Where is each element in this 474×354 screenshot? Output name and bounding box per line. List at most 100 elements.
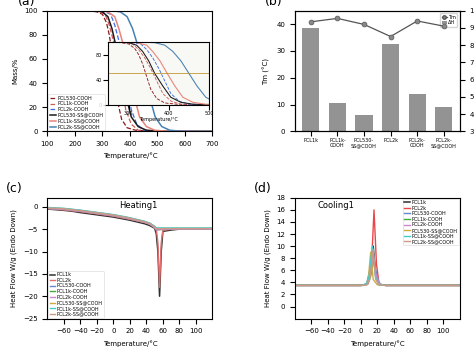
PCL2k bbox=[157, 285, 163, 290]
PCL1k-COOH bbox=[110, 39, 116, 43]
PCL530-SS@COOH bbox=[154, 226, 159, 230]
PCL2k-SS@COOH bbox=[210, 129, 215, 133]
PCL1k bbox=[428, 283, 434, 287]
PCL2k bbox=[144, 221, 149, 225]
PCL530-COOH bbox=[115, 99, 120, 103]
PCL530-COOH bbox=[106, 33, 112, 37]
PCL1k-SS@COOH bbox=[155, 226, 161, 230]
PCL2k-SS@COOH bbox=[94, 211, 100, 215]
PCL1k-SS@COOH bbox=[94, 210, 100, 215]
PCL2k-SS@COOH bbox=[391, 283, 397, 287]
PCL1k-SS@COOH bbox=[210, 129, 215, 133]
PCL1k-COOH bbox=[457, 283, 463, 287]
PCL2k bbox=[197, 227, 203, 231]
PCL530-SS@COOH bbox=[155, 226, 161, 230]
PCL1k-COOH bbox=[341, 283, 347, 287]
PCL2k-COOH bbox=[176, 227, 182, 231]
PCL2k bbox=[154, 227, 159, 231]
PCL2k-SS@COOH bbox=[179, 129, 185, 133]
PCL2k bbox=[45, 206, 50, 211]
PCL2k-SS@COOH bbox=[146, 93, 152, 97]
PCL530-COOH bbox=[358, 283, 364, 287]
PCL1k-COOH bbox=[128, 122, 134, 126]
PCL2k-SS@COOH bbox=[440, 283, 446, 287]
PCL1k-COOH bbox=[69, 208, 75, 212]
PCL530-SS@COOH bbox=[370, 277, 376, 281]
PCL2k-SS@COOH bbox=[341, 283, 347, 287]
PCL1k-SS@COOH bbox=[157, 226, 163, 230]
PCL2k bbox=[155, 240, 161, 245]
PCL2k bbox=[94, 212, 100, 216]
PCL530-COOH bbox=[309, 283, 314, 287]
PCL2k-SS@COOH bbox=[176, 227, 182, 231]
Line: PCL530-COOH: PCL530-COOH bbox=[295, 252, 460, 285]
PCL2k-COOH bbox=[116, 39, 122, 43]
PCL2k-SS@COOH bbox=[197, 227, 203, 231]
PCL2k bbox=[201, 227, 207, 231]
PCL2k-SS@COOH bbox=[78, 209, 83, 213]
PCL530-SS@COOH bbox=[109, 27, 115, 31]
PCL2k-SS@COOH bbox=[210, 227, 215, 231]
PCL1k bbox=[309, 283, 314, 287]
PCL1k bbox=[168, 228, 174, 232]
PCL530-COOH bbox=[147, 222, 153, 226]
Y-axis label: Tm (°C): Tm (°C) bbox=[264, 57, 271, 85]
PCL2k bbox=[210, 227, 215, 231]
PCL1k bbox=[383, 283, 388, 287]
Line: PCL2k-COOH: PCL2k-COOH bbox=[295, 255, 460, 285]
PCL1k bbox=[358, 283, 364, 287]
PCL530-SS@COOH bbox=[157, 226, 163, 230]
PCL2k bbox=[148, 223, 154, 227]
PCL530-COOH bbox=[100, 12, 105, 16]
PCL2k-SS@COOH bbox=[157, 227, 163, 231]
PCL2k bbox=[365, 281, 371, 286]
Line: PCL2k: PCL2k bbox=[47, 209, 212, 287]
Line: PCL2k: PCL2k bbox=[295, 210, 460, 285]
PCL530-COOH bbox=[383, 283, 388, 287]
PCL1k-COOH bbox=[383, 283, 388, 287]
PCL530-SS@COOH bbox=[127, 216, 133, 220]
PCL1k bbox=[362, 282, 368, 287]
PCL1k-COOH bbox=[142, 220, 147, 224]
PCL1k-COOH bbox=[373, 274, 379, 279]
PCL1k-SS@COOH bbox=[116, 27, 122, 31]
PCL1k-SS@COOH bbox=[154, 226, 159, 230]
PCL530-COOH bbox=[45, 206, 50, 210]
PCL2k bbox=[193, 227, 199, 231]
PCL2k-SS@COOH bbox=[367, 277, 373, 281]
PCL530-COOH bbox=[341, 283, 347, 287]
PCL530-SS@COOH bbox=[144, 128, 149, 132]
PCL1k-SS@COOH bbox=[341, 283, 347, 287]
PCL530-COOH bbox=[104, 21, 109, 25]
PCL1k bbox=[292, 283, 298, 287]
PCL1k bbox=[158, 249, 164, 253]
PCL1k bbox=[142, 222, 147, 226]
PCL530-SS@COOH bbox=[147, 221, 153, 225]
PCL2k-SS@COOH bbox=[356, 283, 362, 287]
PCL530-SS@COOH bbox=[428, 283, 434, 287]
PCL1k-COOH bbox=[135, 128, 141, 132]
PCL2k bbox=[341, 283, 347, 287]
PCL2k-COOH bbox=[124, 84, 130, 88]
PCL1k-SS@COOH bbox=[360, 283, 366, 287]
PCL2k-SS@COOH bbox=[118, 10, 123, 14]
PCL1k-SS@COOH bbox=[210, 226, 215, 230]
PCL1k-SS@COOH bbox=[383, 283, 388, 287]
PCL1k-COOH bbox=[78, 209, 83, 213]
PCL2k-COOH bbox=[110, 213, 116, 218]
PCL530-COOH bbox=[160, 227, 166, 231]
PCL1k-SS@COOH bbox=[373, 275, 379, 280]
PCL530-SS@COOH bbox=[152, 224, 157, 229]
PCL1k bbox=[160, 229, 166, 234]
PCL1k bbox=[457, 283, 463, 287]
PCL2k-COOH bbox=[379, 282, 384, 287]
PCL2k-SS@COOH bbox=[376, 282, 382, 287]
PCL530-COOH bbox=[127, 216, 133, 221]
PCL2k-COOH bbox=[78, 209, 83, 213]
PCL2k-COOH bbox=[45, 206, 50, 211]
PCL2k-COOH bbox=[440, 283, 446, 287]
PCL1k-COOH bbox=[110, 213, 116, 218]
PCL2k-SS@COOH bbox=[428, 283, 434, 287]
PCL530-COOH bbox=[201, 227, 207, 231]
PCL2k-COOH bbox=[108, 12, 113, 16]
